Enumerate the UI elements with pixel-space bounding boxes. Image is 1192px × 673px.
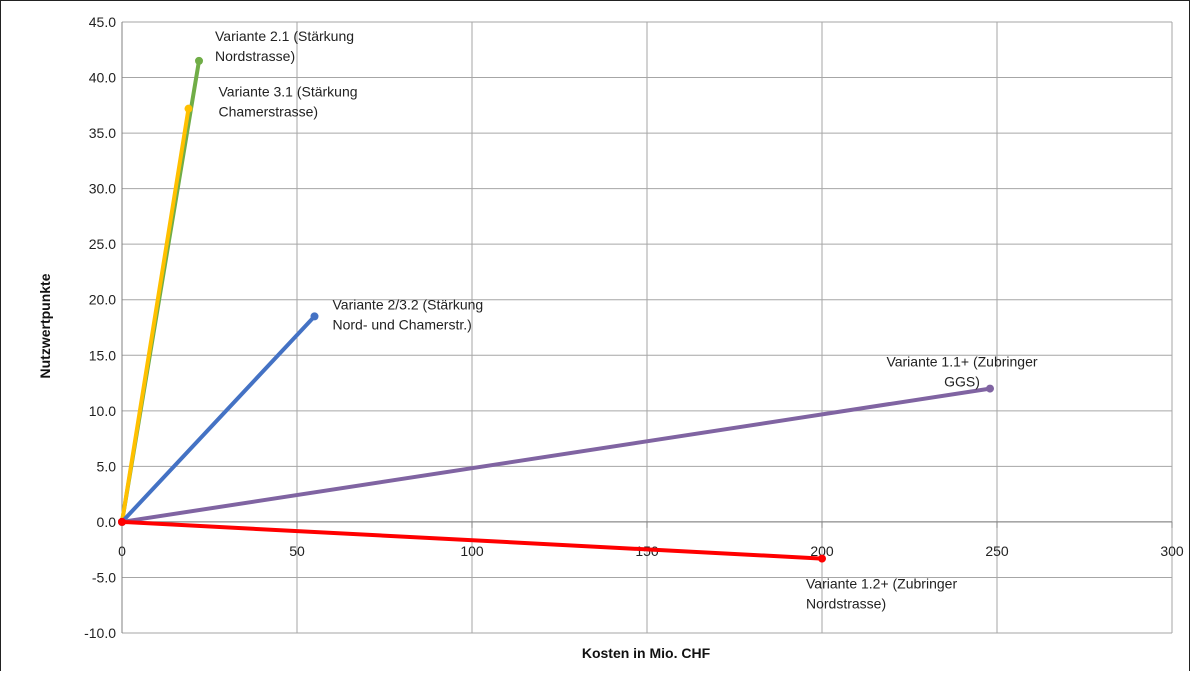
y-tick-label: -10.0 <box>84 625 116 641</box>
data-point <box>184 104 193 113</box>
annotation-label: Variante 1.2+ (Zubringer <box>806 576 957 592</box>
annotation-label: Nord- und Chamerstr.) <box>333 316 472 332</box>
tick-labels: 0 50 100 150 200 250 30045.040.035.030.025.020… <box>84 14 1184 641</box>
x-tick-label: 50 <box>289 543 305 559</box>
series-line <box>120 386 992 524</box>
x-axis-title: Kosten in Mio. CHF <box>582 645 711 661</box>
data-point <box>310 312 319 321</box>
series-line <box>120 314 317 524</box>
y-tick-label: 35.0 <box>89 125 116 141</box>
y-tick-label: 20.0 <box>89 292 116 308</box>
x-tick-label: 0 <box>118 543 126 559</box>
annotation-label: Variante 2/3.2 (Stärkung <box>333 296 484 312</box>
annotation-label: Variante 1.1+ (Zubringer <box>886 354 1037 370</box>
annotation-label: Variante 3.1 (Stärkung <box>219 84 358 100</box>
series-lines <box>118 56 994 563</box>
y-tick-label: -5.0 <box>92 569 116 585</box>
y-tick-label: 30.0 <box>89 181 116 197</box>
y-tick-label: 0.0 <box>97 514 117 530</box>
y-tick-label: 25.0 <box>89 236 116 252</box>
x-tick-label: 100 <box>460 543 484 559</box>
y-tick-label: 40.0 <box>89 70 116 86</box>
series-line <box>120 106 191 524</box>
x-tick-label: 300 <box>1160 543 1184 559</box>
y-axis-title: Nutzwertpunkte <box>37 273 53 378</box>
annotation-label: Chamerstrasse) <box>219 104 319 120</box>
y-tick-label: 5.0 <box>97 458 117 474</box>
y-tick-label: 45.0 <box>89 14 116 30</box>
data-point <box>818 554 826 563</box>
series-line <box>120 519 824 561</box>
y-tick-label: 15.0 <box>89 347 116 363</box>
axes <box>121 22 1173 633</box>
x-tick-label: 200 <box>810 543 834 559</box>
data-point <box>118 517 126 526</box>
y-tick-label: 10.0 <box>89 403 116 419</box>
annotation-label: Nordstrasse) <box>215 48 295 64</box>
data-point <box>195 56 203 65</box>
annotation-label: Nordstrasse) <box>806 596 886 612</box>
annotation-label: Variante 2.1 (Stärkung <box>215 28 354 44</box>
x-tick-label: 250 <box>985 543 1009 559</box>
annotation-label: GGS) <box>944 374 980 390</box>
annotations: Variante 2.1 (Stärkung Nordstrasse) Varian… <box>215 28 1038 612</box>
data-point <box>986 384 994 393</box>
